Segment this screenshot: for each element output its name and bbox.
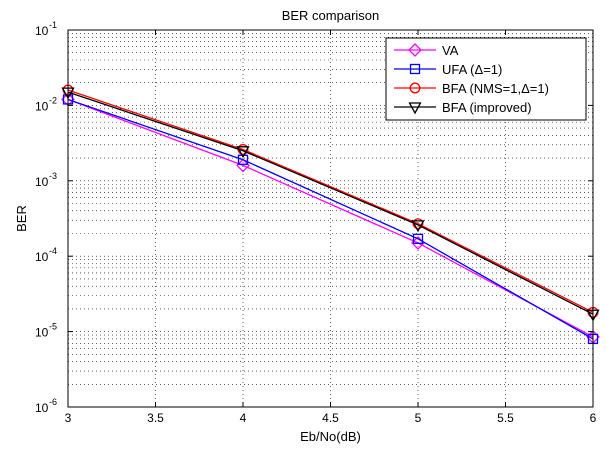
legend-label: VA — [442, 43, 459, 58]
y-tick-label-exponent: -1 — [49, 20, 57, 30]
series-line — [67, 98, 594, 340]
legend-marker — [409, 82, 421, 94]
series-line — [67, 91, 594, 315]
x-axis-label: Eb/No(dB) — [300, 429, 361, 444]
x-tick-label: 4.5 — [322, 411, 339, 425]
y-tick-label: 10 — [35, 24, 49, 38]
legend: VA UFA (Δ=1) BFA (NMS=1,Δ=1) BFA (improved) — [385, 37, 587, 121]
y-tick-label-exponent: -4 — [49, 246, 57, 256]
y-axis-label: BER — [14, 205, 29, 232]
y-tick-label-exponent: -3 — [49, 171, 57, 181]
data-point-ufa — [237, 154, 249, 165]
legend-marker — [408, 43, 422, 57]
x-tick-label: 6 — [590, 411, 597, 425]
series-line — [67, 89, 594, 313]
legend-label: BFA (NMS=1,Δ=1) — [442, 81, 549, 96]
y-tick-label: 10 — [35, 250, 49, 264]
data-point-bfa — [412, 218, 424, 230]
ticks: 3 3.5 4 4.5 5 5.5 610-610-510-410-310-210-1 — [35, 20, 597, 425]
y-tick-label-exponent: -6 — [49, 397, 57, 407]
y-tick-label: 10 — [35, 326, 49, 340]
series-line — [67, 98, 594, 338]
legend-label: UFA (Δ=1) — [442, 62, 502, 77]
x-tick-label: 5 — [415, 411, 422, 425]
data-point-bfa-improved — [411, 220, 425, 233]
legend-label: BFA (improved) — [442, 100, 532, 115]
data-point-bfa-improved — [236, 146, 250, 159]
legend-marker — [409, 63, 421, 75]
y-tick-label-exponent: -5 — [49, 322, 57, 332]
y-tick-label: 10 — [35, 401, 49, 415]
x-tick-label: 5.5 — [497, 411, 514, 425]
x-tick-label: 3.5 — [147, 411, 164, 425]
data-point-ufa — [412, 233, 424, 244]
x-tick-label: 4 — [240, 411, 247, 425]
y-tick-label: 10 — [35, 175, 49, 189]
y-tick-label-exponent: -2 — [49, 95, 57, 105]
legend-marker — [408, 102, 422, 115]
y-tick-label: 10 — [35, 99, 49, 113]
chart-title: BER comparison — [282, 8, 380, 23]
x-tick-label: 3 — [65, 411, 72, 425]
